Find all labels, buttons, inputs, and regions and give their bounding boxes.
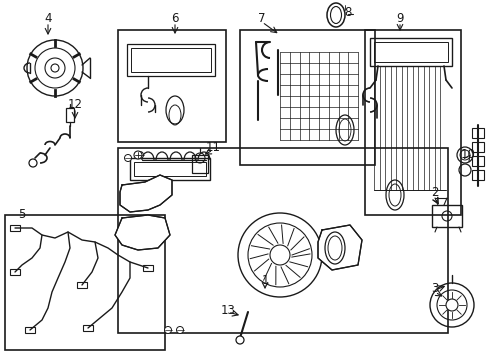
- Bar: [10, 225, 20, 231]
- Text: 12: 12: [67, 99, 82, 112]
- Text: 5: 5: [18, 208, 26, 221]
- Bar: [5, 215, 164, 350]
- Text: 6: 6: [171, 12, 179, 24]
- Bar: [118, 148, 447, 333]
- Bar: [25, 327, 35, 333]
- Text: 10: 10: [460, 148, 474, 162]
- Polygon shape: [317, 225, 361, 270]
- Circle shape: [29, 159, 37, 167]
- Text: 3: 3: [430, 282, 438, 294]
- Bar: [83, 325, 93, 331]
- Bar: [471, 128, 483, 138]
- Text: 4: 4: [44, 12, 52, 24]
- Bar: [471, 142, 483, 152]
- Circle shape: [124, 154, 131, 162]
- Circle shape: [445, 299, 457, 311]
- Bar: [131, 48, 210, 72]
- Bar: [130, 158, 209, 180]
- Bar: [10, 269, 20, 275]
- Circle shape: [238, 213, 321, 297]
- Bar: [66, 108, 74, 122]
- Bar: [134, 162, 205, 176]
- Circle shape: [269, 245, 289, 265]
- Circle shape: [236, 336, 244, 344]
- Text: 8: 8: [344, 5, 351, 18]
- Text: 9: 9: [395, 12, 403, 24]
- Bar: [431, 205, 461, 227]
- Bar: [369, 38, 451, 66]
- Bar: [373, 42, 447, 62]
- Text: 13: 13: [220, 303, 235, 316]
- Polygon shape: [120, 175, 172, 212]
- Bar: [127, 44, 215, 76]
- Text: 7: 7: [258, 12, 265, 24]
- Bar: [118, 30, 225, 142]
- Circle shape: [51, 64, 59, 72]
- Circle shape: [134, 151, 142, 159]
- Bar: [77, 282, 87, 288]
- Text: 11: 11: [205, 141, 220, 154]
- Text: 2: 2: [430, 186, 438, 199]
- Circle shape: [136, 152, 143, 158]
- Bar: [142, 265, 153, 271]
- Text: 1: 1: [261, 274, 268, 287]
- Bar: [471, 156, 483, 166]
- Polygon shape: [115, 215, 170, 250]
- Circle shape: [176, 327, 183, 333]
- Bar: [192, 155, 207, 173]
- Bar: [364, 30, 460, 215]
- Bar: [471, 170, 483, 180]
- Circle shape: [164, 327, 171, 333]
- Bar: [240, 30, 374, 165]
